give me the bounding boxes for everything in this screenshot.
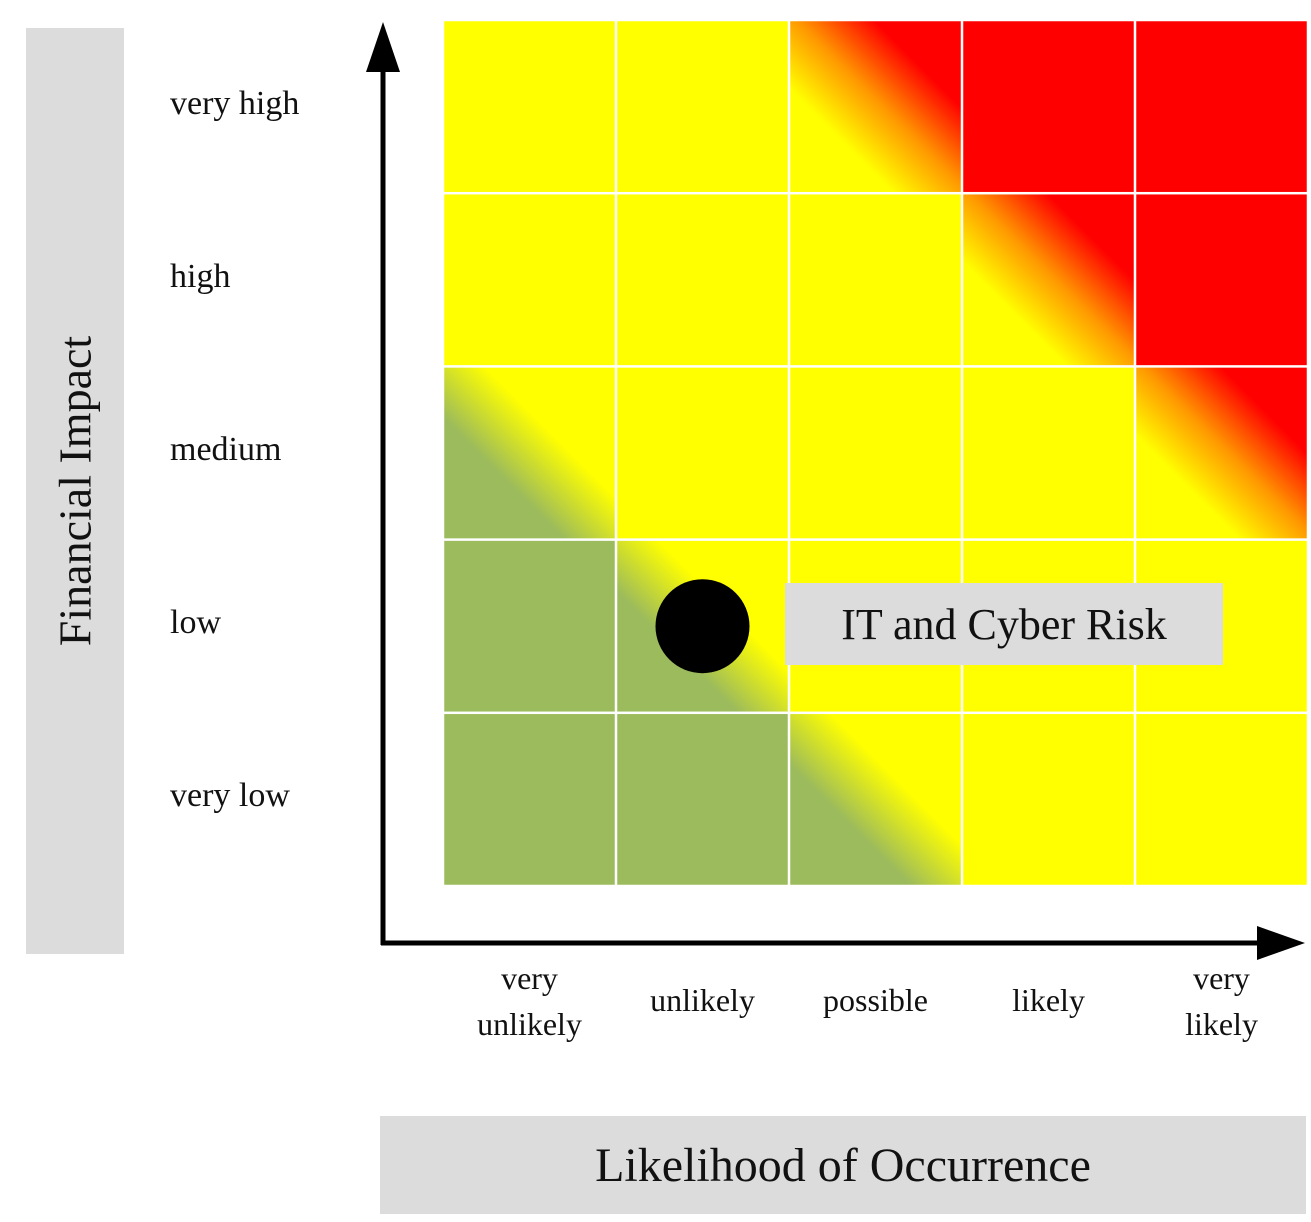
risk-cell [790,194,961,366]
risk-cell [617,367,788,539]
risk-cell [444,367,615,539]
risk-marker [655,579,750,674]
risk-cell [617,194,788,366]
risk-cell [963,21,1134,192]
risk-cell [444,194,615,366]
x-tick-label: possible [823,982,928,1018]
y-axis-title-box: Financial Impact [26,28,124,954]
risk-cell [1136,714,1307,885]
x-axis-title: Likelihood of Occurrence [595,1138,1091,1192]
risk-cell [617,21,788,192]
risk-callout: IT and Cyber Risk [785,583,1223,665]
axes [366,22,1305,960]
y-tick-label: low [170,604,221,642]
y-tick-label: very low [170,777,290,815]
risk-cell [963,714,1134,885]
y-tick-label: medium [170,431,282,468]
risk-cell [1136,194,1307,366]
risk-cell [1136,21,1307,192]
risk-cell [790,367,961,539]
risk-cell [1136,367,1307,539]
risk-cell [444,540,615,712]
x-axis-arrow-icon [1257,926,1305,960]
risk-cell [790,21,961,192]
y-tick-label: high [170,257,231,295]
risk-cell [444,714,615,885]
risk-cell [963,194,1134,366]
risk-cell [617,714,788,885]
x-tick-label: unlikely [650,982,755,1018]
x-tick-label: very likely [1185,960,1258,1042]
x-tick-label: very unlikely [477,960,582,1042]
y-axis-arrow-icon [366,22,400,72]
risk-cell [444,21,615,192]
risk-cell [963,367,1134,539]
risk-cell [790,714,961,885]
x-axis-title-box: Likelihood of Occurrence [380,1116,1306,1214]
y-tick-label: very high [170,84,300,122]
x-tick-label: likely [1012,982,1085,1018]
risk-callout-label: IT and Cyber Risk [841,599,1167,649]
